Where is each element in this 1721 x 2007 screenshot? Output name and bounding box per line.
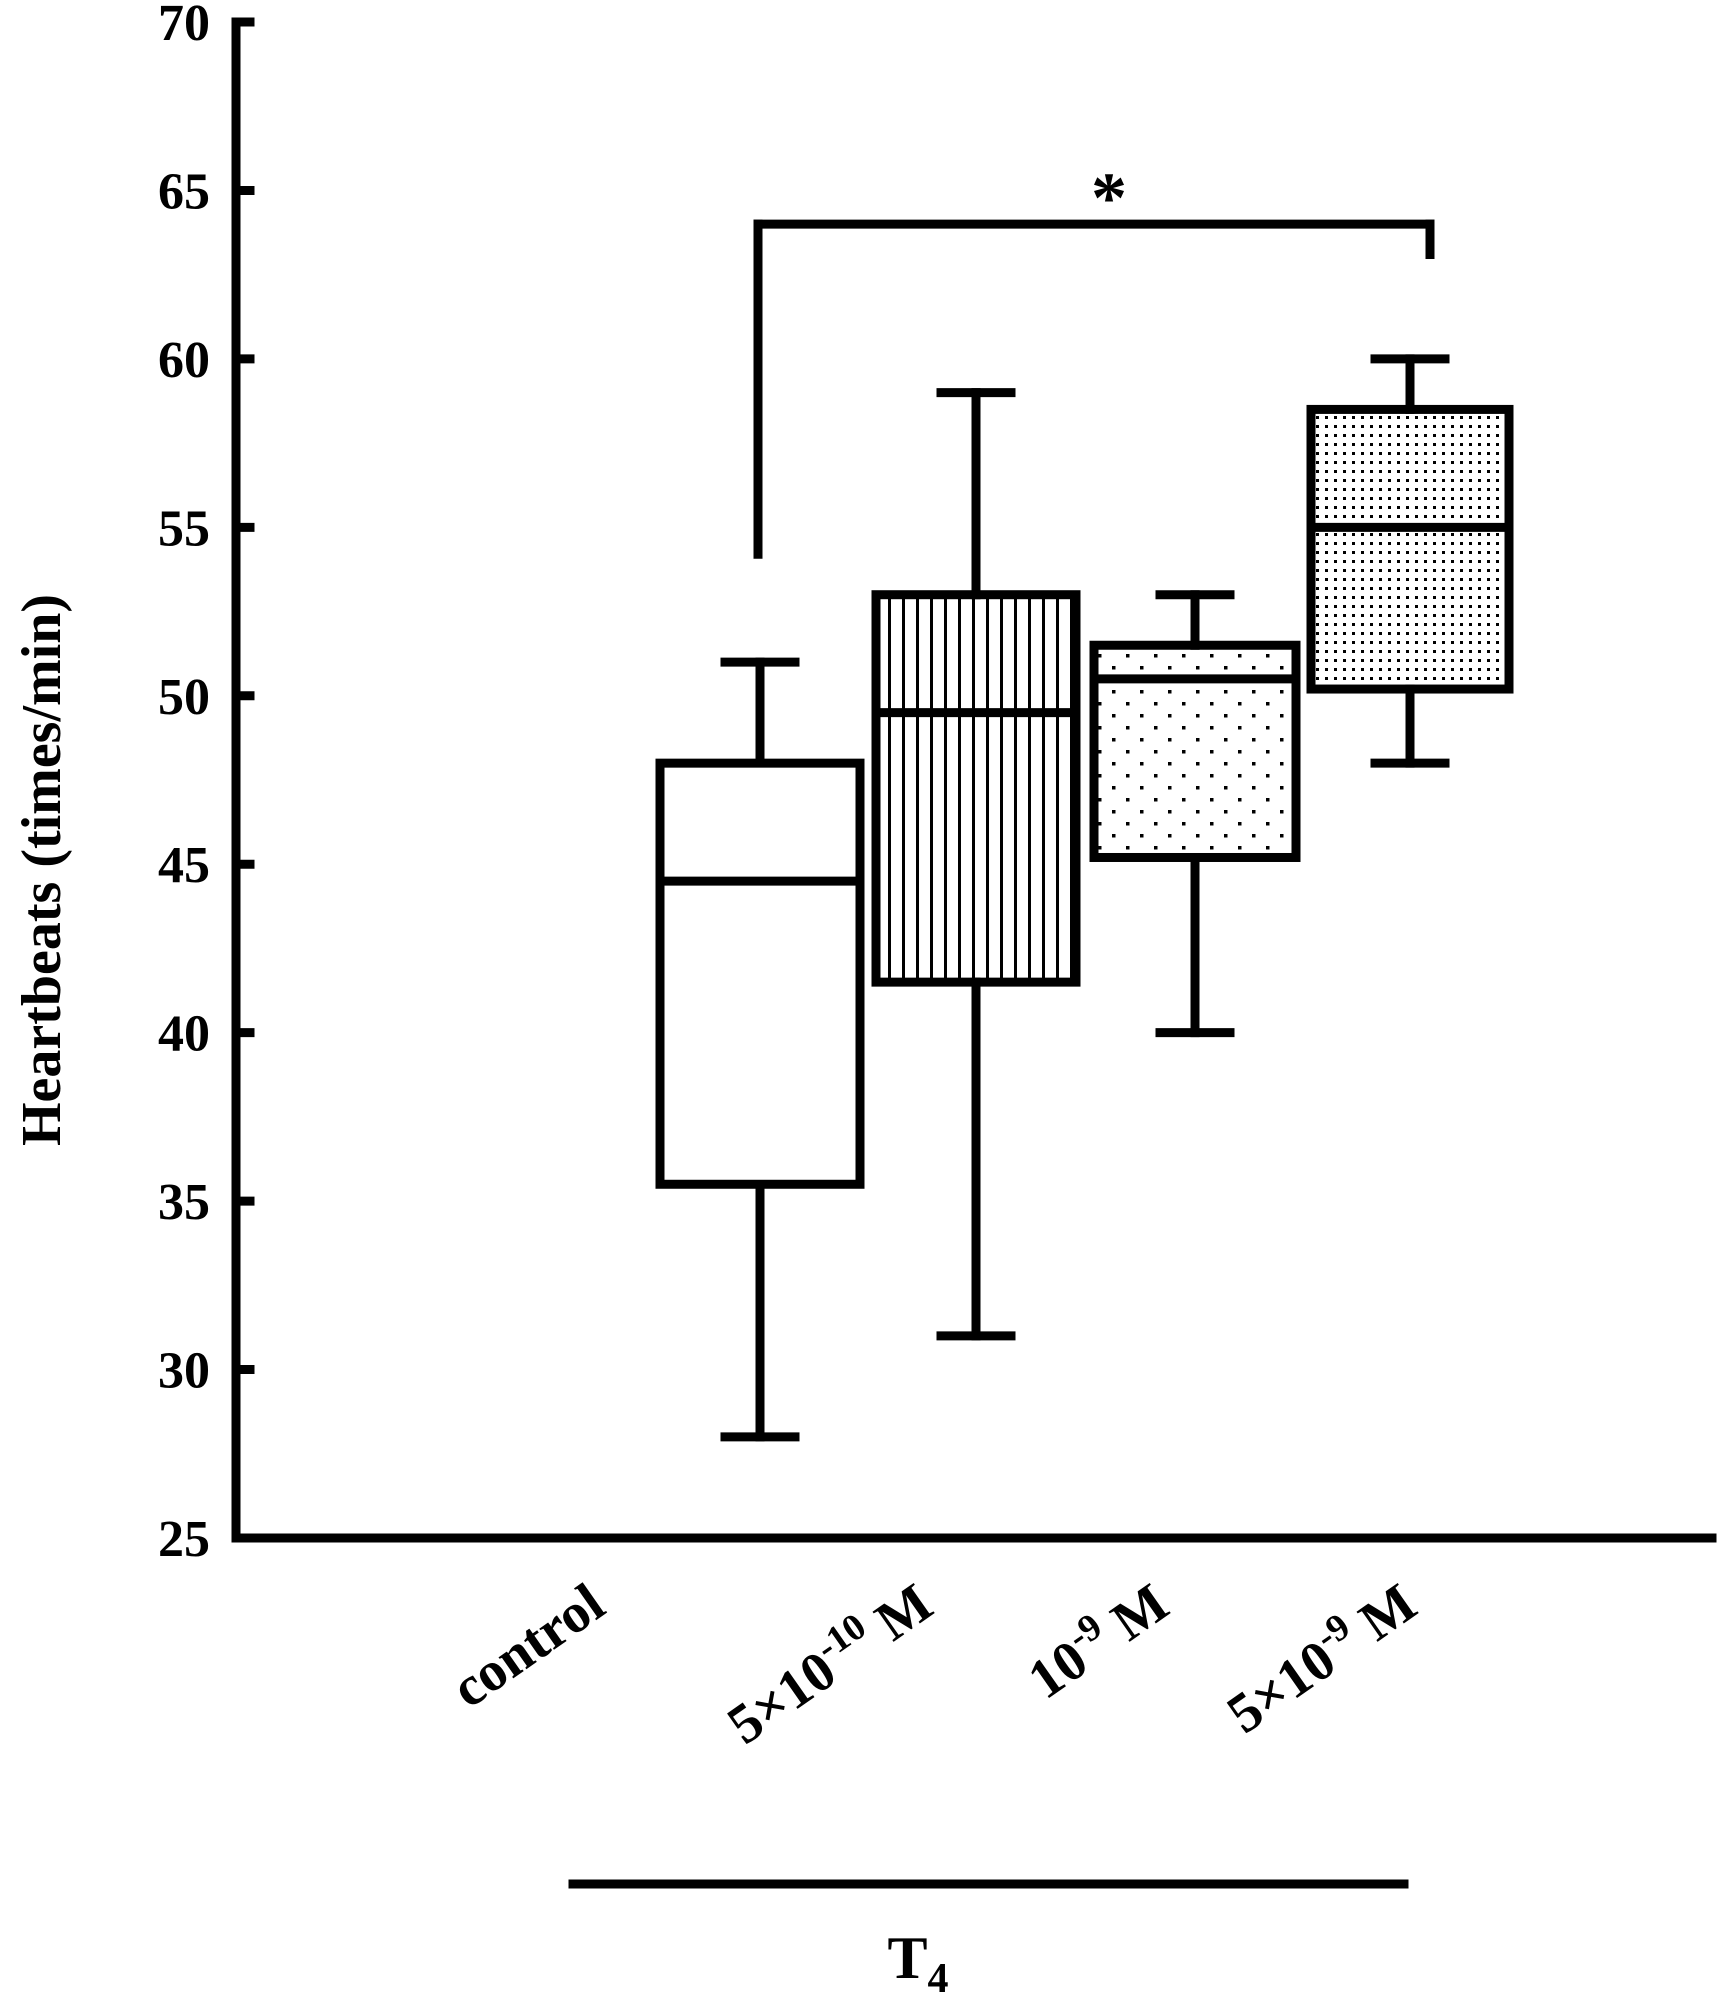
x-category-label: 5×10-9 M <box>1213 1567 1428 1746</box>
box-1e-9 <box>1089 590 1301 1038</box>
y-tick-label: 65 <box>158 163 210 220</box>
x-category-label: 5×10-10 M <box>713 1567 943 1757</box>
group-label-main: T <box>887 1925 927 1991</box>
box-body <box>655 758 865 1189</box>
axes: 25 30 35 40 45 50 55 60 65 70 Heartbeats (times/mi… <box>11 0 1717 1568</box>
box-5e-9 <box>1306 354 1514 768</box>
significance-star: * <box>1091 158 1127 238</box>
y-tick-label: 40 <box>158 1006 210 1063</box>
x-category-label: control <box>441 1572 616 1720</box>
y-tick-label: 70 <box>158 0 210 52</box>
y-tick-label: 30 <box>158 1343 210 1400</box>
significance-annotation: * <box>753 158 1435 559</box>
box-5e-10 <box>871 388 1081 1341</box>
y-tick-label: 25 <box>158 1511 210 1568</box>
boxes <box>655 354 1514 1442</box>
y-tick-label: 60 <box>158 332 210 389</box>
label-unit: M <box>1089 1572 1179 1661</box>
label-base: control <box>441 1572 616 1720</box>
box-body <box>871 590 1081 987</box>
category-labels: control 5×10-10 M 10-9 M5×10-9 M <box>441 1567 1428 1757</box>
label-unit: M <box>1337 1572 1427 1661</box>
y-tick-label: 50 <box>158 669 210 726</box>
group-label-subscript: 4 <box>928 1956 949 2002</box>
y-tick-label: 45 <box>158 837 210 894</box>
group-annotation: T4 <box>568 1879 1409 2002</box>
y-tick-label: 35 <box>158 1174 210 1231</box>
y-axis-title: Heartbeats (times/min) <box>11 594 73 1146</box>
group-label: T4 <box>887 1925 948 2002</box>
box-body <box>1306 404 1514 694</box>
y-tick-label: 55 <box>158 500 210 557</box>
x-category-label: 10-9 M <box>1014 1567 1180 1711</box>
box-control <box>655 657 865 1442</box>
label-unit: M <box>853 1572 943 1661</box>
